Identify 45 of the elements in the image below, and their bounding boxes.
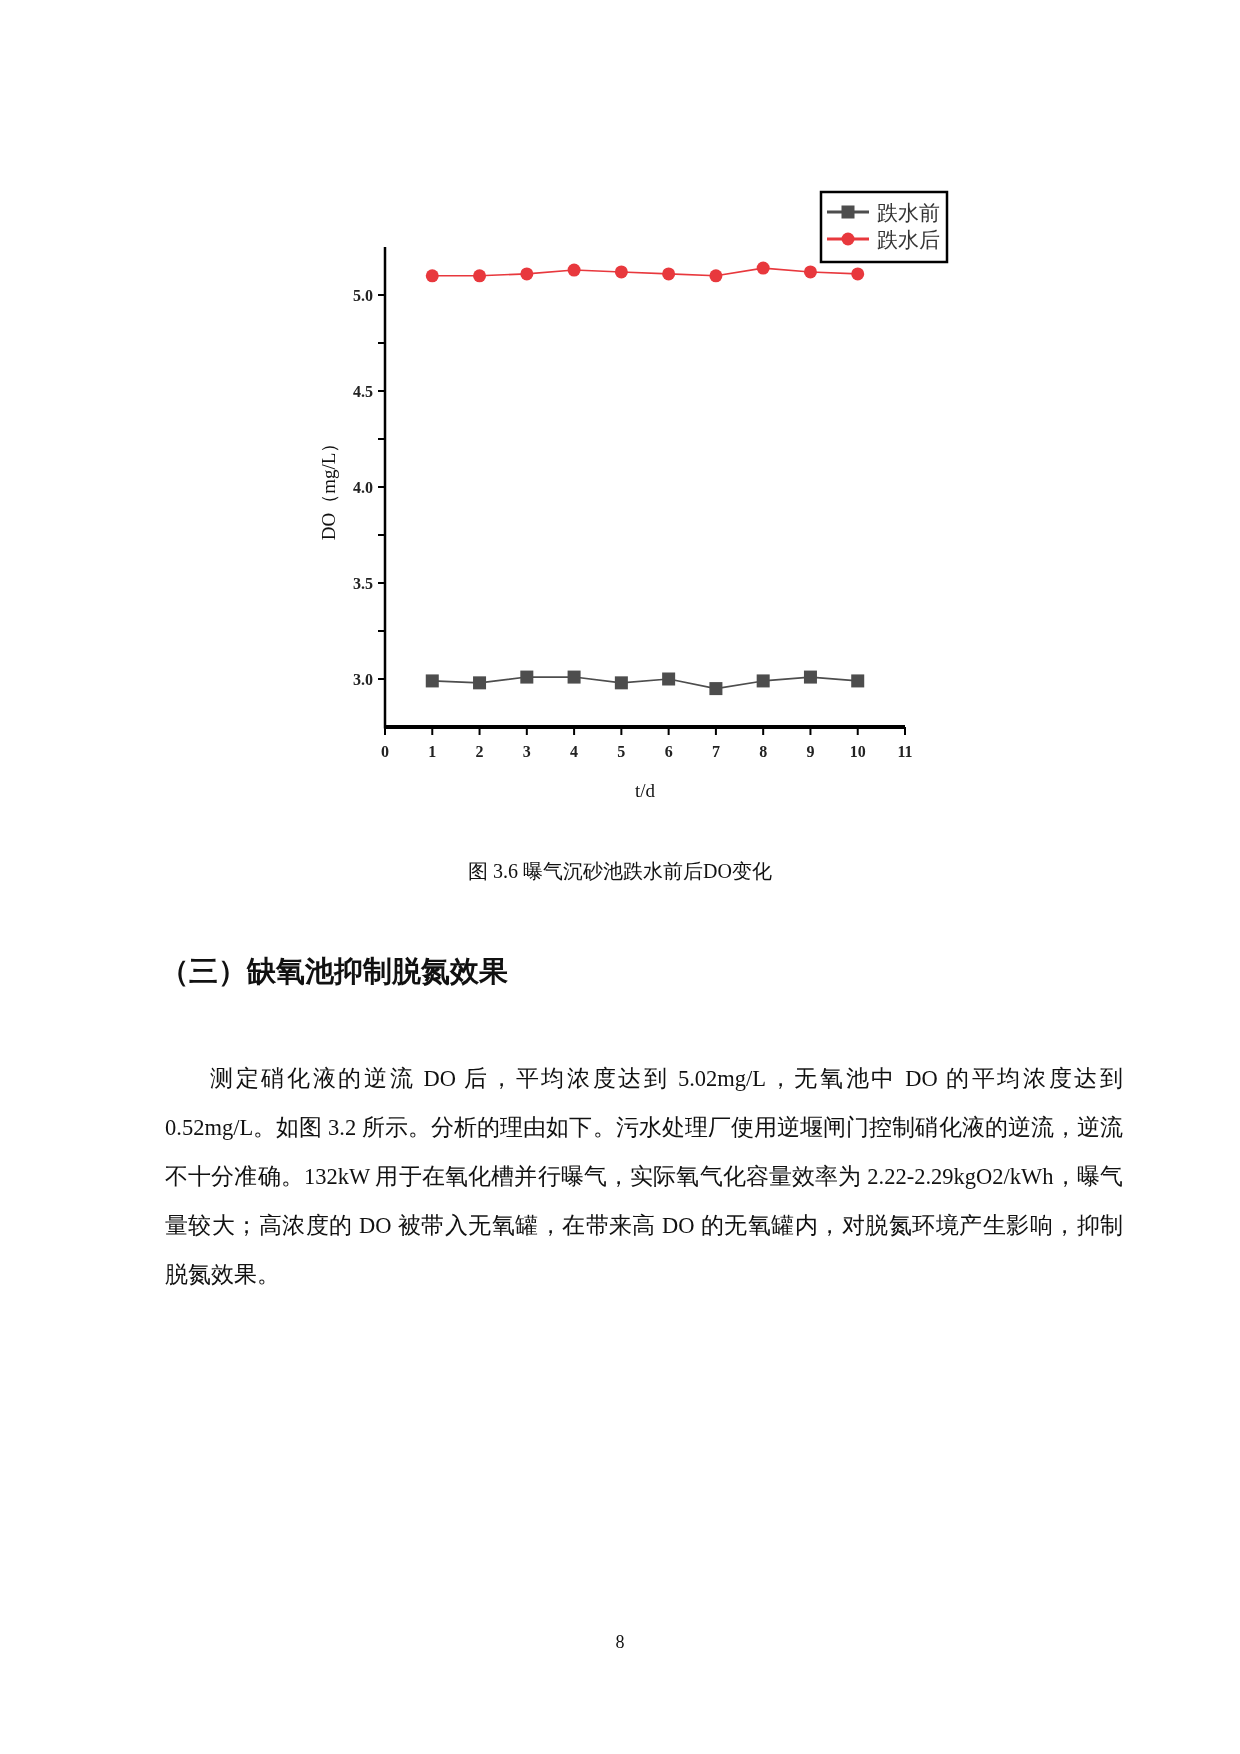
point	[851, 674, 865, 688]
point	[567, 670, 581, 684]
point	[614, 265, 628, 279]
annotation: 测定硝化液的逆流 DO 后，平均浓度达到 5.02mg/L，无氧池中 DO 的平均浓度达到 0.52mg/L。如图 3.2 所示。分析的理由如下。污水处理厂使用逆堰闸门控制硝化液的逆流，逆流不十分准确。132kW 用于在氧化槽并行曝气，实际氧气化容量效率为 2.22-2.29kgO2/kWh，曝气量较大；高浓度的 DO 被带入无氧罐，在带来高 DO 的无氧罐内，对脱氮环境产生影响，抑制脱氮效果。	[165, 1065, 1123, 1289]
x-tick-label: 1	[428, 743, 437, 760]
legend-label: 跌水前	[877, 201, 940, 225]
point	[851, 267, 865, 281]
point	[614, 676, 628, 690]
y-tick-label: 5.0	[353, 287, 373, 304]
y-tick-label: 4.0	[353, 479, 373, 496]
point	[567, 263, 581, 277]
x-axis-title: t/d	[634, 780, 656, 801]
annotation: 8	[614, 1632, 626, 1653]
x-tick-label: 8	[759, 743, 768, 760]
point	[473, 676, 487, 690]
point	[425, 269, 439, 283]
x-tick-label: 10	[849, 743, 866, 760]
y-tick-label: 4.5	[353, 383, 373, 400]
x-tick-label: 0	[381, 743, 389, 760]
point	[662, 672, 676, 686]
point	[803, 265, 817, 279]
x-tick-label: 6	[664, 743, 673, 760]
y-tick-label: 3.5	[353, 575, 373, 592]
point	[756, 674, 770, 688]
point	[756, 261, 770, 275]
point	[520, 670, 534, 684]
x-tick-label: 5	[617, 743, 626, 760]
x-tick-label: 3	[522, 743, 531, 760]
point	[709, 682, 723, 696]
legend-label: 跌水后	[877, 228, 940, 252]
point	[425, 674, 439, 688]
x-tick-label: 7	[711, 743, 720, 760]
y-axis-title: DO（mg/L）	[318, 433, 339, 541]
y-tick-label: 3.0	[353, 671, 373, 688]
x-tick-label: 2	[475, 743, 484, 760]
point	[803, 670, 817, 684]
x-tick-label: 9	[806, 743, 815, 760]
annotation: （三）缺氧池抑制脱氮效果	[160, 953, 508, 990]
point	[709, 269, 723, 283]
point	[520, 267, 534, 281]
point	[662, 267, 676, 281]
x-tick-label: 11	[897, 743, 913, 760]
annotation: 图 3.6 曝气沉砂池跌水前后DO变化	[467, 859, 773, 884]
point	[473, 269, 487, 283]
x-tick-label: 4	[570, 743, 579, 760]
